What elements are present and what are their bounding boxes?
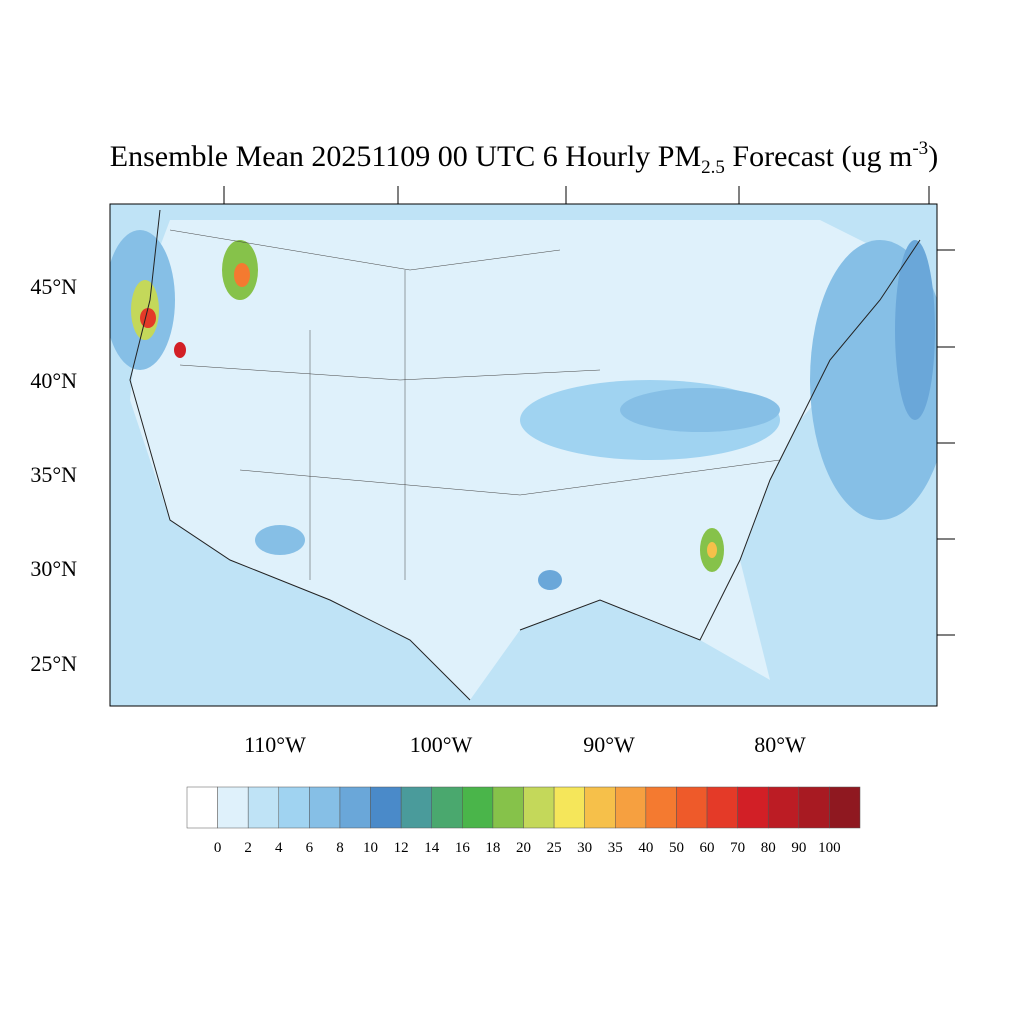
colorbar-box [186, 786, 218, 829]
colorbar-label: 8 [336, 840, 344, 856]
colorbar-box [706, 786, 738, 829]
colorbar-box [247, 786, 280, 829]
title-main: Ensemble Mean 20251109 00 UTC 6 Hourly P… [110, 140, 701, 173]
lon-label: 110°W [244, 732, 306, 757]
colorbar-label: 35 [608, 840, 623, 856]
colorbar-label: 16 [455, 840, 471, 856]
lat-label: 30°N [30, 556, 77, 581]
colorbar-box [400, 786, 432, 829]
colorbar-box [584, 786, 616, 829]
colorbar-box [645, 786, 677, 829]
colorbar-label: 60 [700, 840, 715, 856]
title-sub: 2.5 [701, 157, 725, 178]
coastline [129, 209, 921, 701]
colorbar-label: 70 [730, 840, 745, 856]
colorbar-box [615, 786, 647, 829]
lat-label: 25°N [30, 651, 77, 676]
colorbar: 0 2 4 6 8 10 12 14 16 18 20 25 30 35 40 50 60 70 80 90 100 [186, 786, 861, 856]
lat-label: 45°N [30, 274, 77, 299]
colorbar-box [462, 786, 494, 829]
frame-ticks [223, 186, 955, 636]
colorbar-box [431, 786, 463, 829]
colorbar-box [492, 786, 524, 829]
colorbar-box [339, 786, 371, 829]
lat-label: 40°N [30, 368, 77, 393]
colorbar-label: 50 [669, 840, 684, 856]
colorbar-label: 6 [306, 840, 314, 856]
colorbar-label: 40 [638, 840, 653, 856]
colorbar-label: 10 [363, 840, 378, 856]
colorbar-label: 18 [485, 840, 500, 856]
title-sup: -3 [912, 138, 928, 159]
colorbar-label: 0 [214, 840, 222, 856]
colorbar-box [737, 786, 769, 829]
colorbar-label: 100 [818, 840, 841, 856]
colorbar-box [553, 786, 585, 829]
axis-labels: 45°N 40°N 35°N 30°N 25°N 110°W 100°W 90°W 80°W [30, 274, 806, 757]
colorbar-label: 90 [791, 840, 806, 856]
title: Ensemble Mean 20251109 00 UTC 6 Hourly P… [110, 138, 938, 178]
lat-label: 35°N [30, 462, 77, 487]
lon-label: 80°W [754, 732, 806, 757]
colorbar-box [309, 786, 341, 829]
colorbar-box [278, 786, 310, 829]
map-frame [109, 203, 938, 707]
colorbar-label: 14 [424, 840, 440, 856]
colorbar-label: 30 [577, 840, 592, 856]
colorbar-box [523, 786, 555, 829]
colorbar-box [217, 786, 249, 829]
colorbar-label: 25 [547, 840, 562, 856]
colorbar-box [676, 786, 708, 829]
colorbar-label: 80 [761, 840, 776, 856]
colorbar-box [370, 786, 402, 829]
colorbar-label: 20 [516, 840, 531, 856]
lon-label: 100°W [410, 732, 473, 757]
map-field [110, 204, 937, 706]
state-lines [169, 229, 781, 580]
title-end: ) [928, 140, 938, 173]
colorbar-box [829, 786, 861, 829]
colorbar-label: 12 [394, 840, 409, 856]
title-mid: Forecast (ug m [725, 140, 912, 173]
colorbar-box [767, 786, 800, 829]
colorbar-box [798, 786, 830, 829]
lon-label: 90°W [583, 732, 635, 757]
colorbar-label: 4 [275, 840, 283, 856]
colorbar-label: 2 [244, 840, 252, 856]
